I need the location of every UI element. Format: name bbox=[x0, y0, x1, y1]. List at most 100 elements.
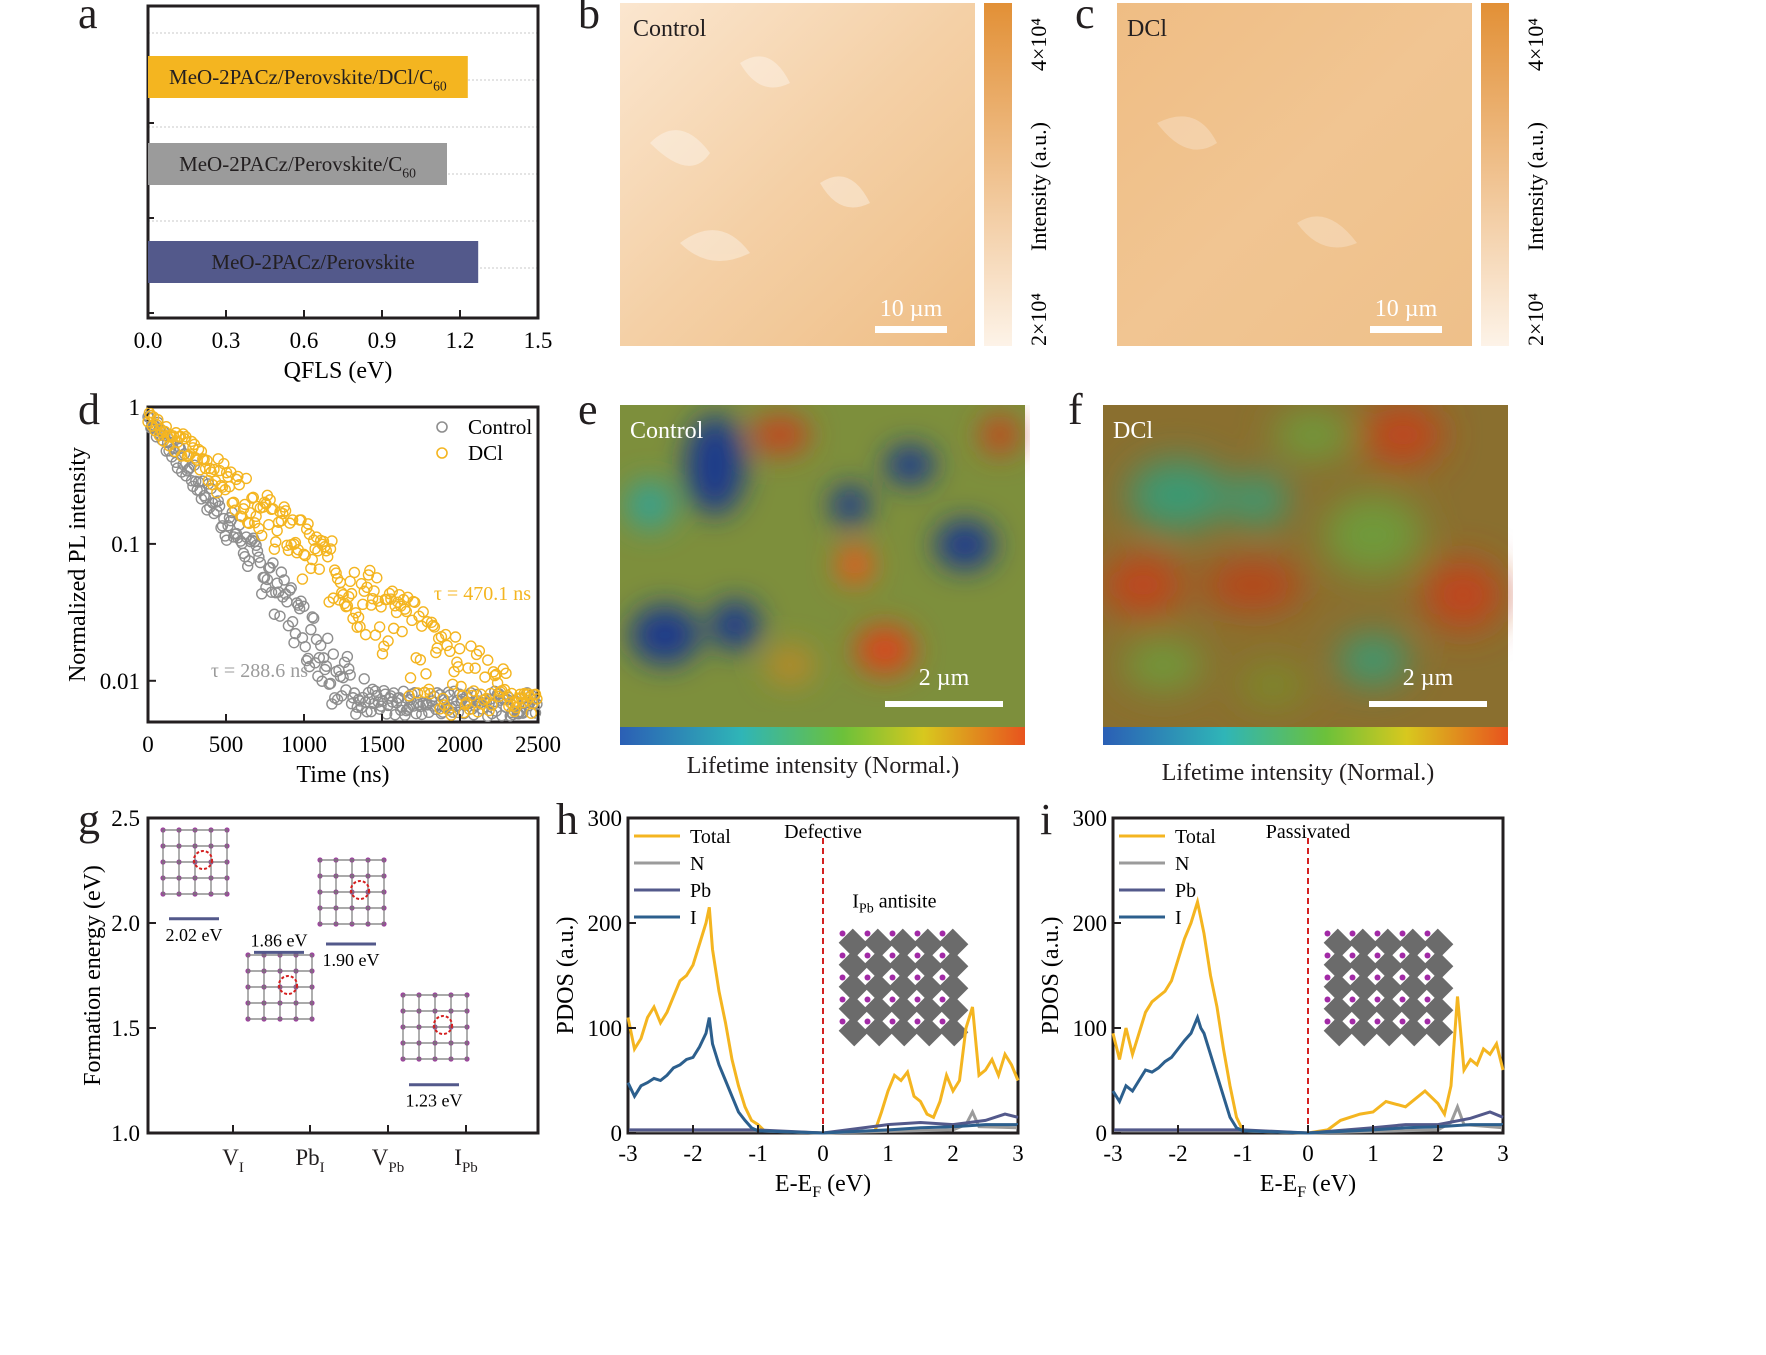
octahedron bbox=[888, 972, 919, 1003]
pl-map-dcl: DCl 10 µm 4×10⁴ Intensity (a.u.) 2×10⁴ bbox=[1117, 3, 1548, 346]
data-point bbox=[271, 524, 283, 537]
data-point bbox=[354, 621, 366, 633]
data-point bbox=[181, 465, 194, 477]
data-point bbox=[482, 654, 494, 666]
data-point bbox=[324, 677, 337, 690]
atom bbox=[1424, 952, 1431, 959]
x-tick-label: 2 bbox=[947, 1141, 959, 1166]
atom bbox=[1324, 996, 1331, 1003]
x-axis-label: Time (ns) bbox=[296, 762, 389, 788]
data-point bbox=[529, 688, 542, 700]
tau-label-dcl: τ = 470.1 ns bbox=[434, 583, 531, 605]
data-point bbox=[444, 645, 456, 657]
octahedron bbox=[863, 994, 894, 1025]
atom bbox=[1374, 974, 1381, 981]
colorbar-title: Intensity (a.u.) bbox=[1523, 122, 1548, 251]
data-point bbox=[300, 654, 313, 667]
scale-bar bbox=[885, 701, 1003, 707]
data-point bbox=[275, 515, 288, 527]
data-point bbox=[473, 645, 486, 657]
data-point bbox=[371, 572, 383, 584]
defect-site bbox=[278, 975, 298, 995]
octahedron bbox=[838, 928, 869, 959]
lifetime-colorbar bbox=[620, 727, 1025, 745]
x-tick-label: 0 bbox=[1302, 1141, 1314, 1166]
octahedron bbox=[1373, 928, 1404, 959]
series-line-i bbox=[1111, 1013, 1503, 1135]
data-point bbox=[486, 699, 498, 711]
data-point bbox=[380, 593, 393, 606]
flim-map-control: Control 2 µm Lifetime intensity (Normal.… bbox=[620, 405, 1025, 779]
x-tick-label: PbI bbox=[295, 1145, 324, 1176]
octahedron bbox=[938, 972, 969, 1003]
lifetime-colorbar bbox=[1103, 727, 1508, 745]
atom bbox=[1349, 974, 1356, 981]
octahedron bbox=[1323, 972, 1354, 1003]
data-point bbox=[322, 551, 334, 563]
data-point bbox=[181, 450, 194, 463]
scale-bar-label: 10 µm bbox=[880, 296, 943, 322]
y-tick-label: 0.01 bbox=[100, 669, 140, 694]
data-point bbox=[192, 443, 205, 456]
x-tick-label: 0.3 bbox=[212, 328, 241, 353]
y-tick-label: 2.0 bbox=[111, 911, 140, 936]
data-point bbox=[470, 648, 483, 661]
colorbar-title: Intensity (a.u.) bbox=[1026, 122, 1051, 251]
data-point bbox=[466, 689, 479, 702]
x-tick-label: 1000 bbox=[281, 732, 327, 757]
qfls-bar-chart: MeO-2PACz/Perovskite/DCl/C60 MeO-2PACz/Pe… bbox=[134, 4, 552, 384]
octahedron bbox=[1423, 928, 1454, 959]
scale-bar bbox=[1369, 701, 1487, 707]
x-tick-label: -2 bbox=[683, 1141, 702, 1166]
data-point bbox=[185, 435, 198, 448]
data-point bbox=[313, 563, 325, 575]
atom bbox=[1324, 952, 1331, 959]
series-line-i bbox=[626, 1017, 1018, 1135]
data-point bbox=[416, 708, 428, 721]
x-axis-label: QFLS (eV) bbox=[284, 358, 393, 384]
octahedron bbox=[888, 928, 919, 959]
pl-map-control-label: Control bbox=[633, 16, 707, 42]
data-point bbox=[314, 639, 327, 652]
flim-map-dcl-label: DCl bbox=[1113, 418, 1153, 444]
panel-letter-g: g bbox=[78, 795, 100, 844]
data-point bbox=[463, 703, 476, 716]
atom bbox=[1349, 930, 1356, 937]
defect-structure-1 bbox=[160, 827, 230, 897]
data-point bbox=[313, 652, 325, 664]
octahedron bbox=[1398, 1016, 1429, 1047]
lifetime-colorbar-title: Lifetime intensity (Normal.) bbox=[1162, 760, 1435, 786]
octahedron bbox=[1398, 928, 1429, 959]
data-point bbox=[420, 668, 432, 680]
data-point bbox=[424, 687, 436, 700]
data-point bbox=[170, 456, 182, 469]
data-point bbox=[399, 603, 411, 615]
data-point bbox=[500, 667, 512, 680]
tau-label-control: τ = 288.6 ns bbox=[211, 660, 308, 682]
pdos-defective-chart: Defective Total N Pb I -3 -2 -1 0 1 2 3 0 100 200 300 E-… bbox=[553, 806, 1024, 1200]
data-point bbox=[185, 475, 198, 487]
data-point bbox=[368, 585, 380, 597]
data-point bbox=[251, 545, 264, 557]
data-point bbox=[327, 648, 340, 660]
y-tick-label: 0 bbox=[1096, 1121, 1108, 1146]
data-point bbox=[446, 678, 459, 691]
pdos-passivated-plot-area: Passivated Total N Pb I -3 -2 -1 0 1 2 3 0 100 200 300 E… bbox=[1038, 806, 1509, 1200]
colorbar-min-label: 2×10⁴ bbox=[1523, 293, 1548, 346]
data-point bbox=[279, 505, 292, 517]
legend-label: Total bbox=[1175, 826, 1216, 848]
octahedron bbox=[1398, 972, 1429, 1003]
data-point bbox=[275, 566, 288, 578]
legend-label: I bbox=[690, 907, 697, 929]
data-point bbox=[278, 574, 290, 586]
data-point bbox=[268, 543, 281, 555]
data-point bbox=[322, 632, 334, 645]
data-point bbox=[306, 553, 318, 566]
data-point bbox=[345, 587, 358, 600]
data-point bbox=[365, 705, 377, 718]
x-tick-label: 1.2 bbox=[446, 328, 475, 353]
data-point bbox=[483, 704, 495, 717]
data-point bbox=[327, 592, 340, 604]
octahedron bbox=[1348, 928, 1379, 959]
x-axis-label: E-EF (eV) bbox=[775, 1171, 871, 1200]
